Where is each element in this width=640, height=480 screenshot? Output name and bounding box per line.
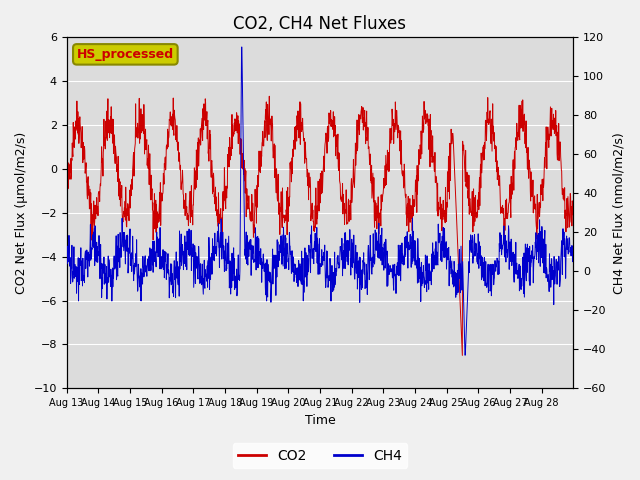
Y-axis label: CO2 Net Flux (μmol/m2/s): CO2 Net Flux (μmol/m2/s)	[15, 132, 28, 294]
Y-axis label: CH4 Net Flux (nmol/m2/s): CH4 Net Flux (nmol/m2/s)	[612, 132, 625, 294]
X-axis label: Time: Time	[305, 414, 335, 427]
Title: CO2, CH4 Net Fluxes: CO2, CH4 Net Fluxes	[234, 15, 406, 33]
Text: HS_processed: HS_processed	[77, 48, 174, 61]
Legend: CO2, CH4: CO2, CH4	[232, 443, 408, 468]
